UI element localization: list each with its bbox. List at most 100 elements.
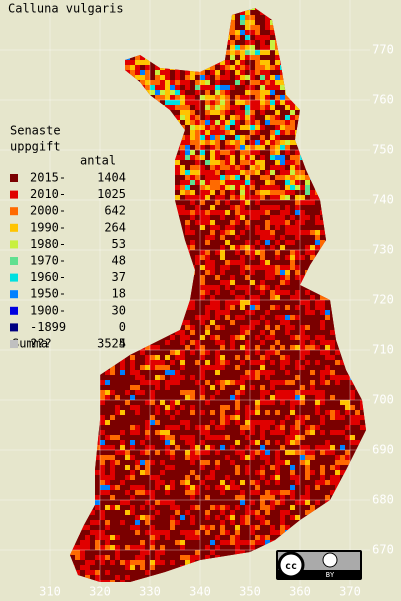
map-cell <box>225 145 230 150</box>
map-cell <box>155 40 160 45</box>
map-cell <box>280 20 285 25</box>
map-cell <box>95 395 100 400</box>
map-cell <box>365 305 366 310</box>
map-cell <box>265 75 270 80</box>
map-cell <box>290 340 295 345</box>
map-cell <box>310 15 315 20</box>
map-cell <box>275 25 280 30</box>
map-cell <box>280 260 285 265</box>
map-cell <box>280 90 285 95</box>
map-cell <box>80 55 85 60</box>
map-cell <box>160 305 165 310</box>
map-cell <box>150 155 155 160</box>
map-cell <box>145 65 150 70</box>
map-cell <box>215 130 220 135</box>
map-cell <box>280 105 285 110</box>
map-cell <box>290 70 295 75</box>
map-cell <box>90 340 95 345</box>
map-cell <box>365 15 366 20</box>
map-cell <box>170 65 175 70</box>
map-cell <box>240 235 245 240</box>
map-cell <box>215 405 220 410</box>
map-cell <box>320 120 325 125</box>
map-cell <box>295 355 300 360</box>
map-cell <box>320 145 325 150</box>
map-cell <box>250 385 255 390</box>
map-cell <box>155 385 160 390</box>
map-cell <box>310 95 315 100</box>
map-cell <box>225 180 230 185</box>
map-cell <box>290 105 295 110</box>
map-cell <box>250 310 255 315</box>
map-cell <box>305 205 310 210</box>
map-cell <box>340 290 345 295</box>
map-cell <box>305 185 310 190</box>
map-cell <box>350 35 355 40</box>
map-cell <box>205 70 210 75</box>
map-cell <box>280 80 285 85</box>
map-cell <box>80 380 85 385</box>
map-cell <box>235 30 240 35</box>
map-cell <box>125 20 130 25</box>
map-cell <box>145 185 150 190</box>
map-cell <box>130 400 135 405</box>
map-cell <box>315 280 320 285</box>
map-cell <box>150 300 155 305</box>
map-cell <box>340 50 345 55</box>
map-cell <box>320 310 325 315</box>
map-cell <box>355 225 360 230</box>
map-cell <box>365 185 366 190</box>
map-cell <box>150 320 155 325</box>
map-cell <box>355 160 360 165</box>
map-cell <box>205 130 210 135</box>
map-cell <box>245 345 250 350</box>
map-cell <box>365 260 366 265</box>
map-cell <box>235 90 240 95</box>
map-cell <box>130 300 135 305</box>
map-cell <box>250 350 255 355</box>
map-cell <box>365 245 366 250</box>
map-cell <box>270 290 275 295</box>
map-cell <box>75 225 80 230</box>
map-cell <box>65 55 70 60</box>
map-cell <box>290 295 295 300</box>
map-cell <box>110 370 115 375</box>
map-cell <box>265 385 270 390</box>
map-cell <box>65 130 70 135</box>
map-cell <box>245 405 250 410</box>
map-cell <box>220 65 225 70</box>
map-cell <box>80 265 85 270</box>
map-cell <box>275 400 280 405</box>
map-cell <box>275 310 280 315</box>
map-cell <box>225 115 230 120</box>
map-cell <box>215 170 220 175</box>
map-cell <box>325 110 330 115</box>
map-cell <box>225 335 230 340</box>
map-cell <box>220 385 225 390</box>
map-cell <box>170 205 175 210</box>
map-cell <box>150 25 155 30</box>
map-cell <box>85 380 90 385</box>
map-cell <box>335 195 340 200</box>
map-cell <box>220 345 225 350</box>
map-cell <box>200 100 205 105</box>
map-cell <box>225 85 230 90</box>
map-cell <box>105 320 110 325</box>
map-cell <box>250 260 255 265</box>
map-cell <box>290 305 295 310</box>
map-cell <box>215 395 220 400</box>
map-cell <box>360 345 365 350</box>
map-cell <box>310 85 315 90</box>
map-cell <box>65 350 70 355</box>
map-cell <box>105 325 110 330</box>
map-cell <box>180 350 185 355</box>
map-cell <box>85 390 90 395</box>
map-cell <box>110 390 115 395</box>
map-cell <box>280 290 285 295</box>
map-cell <box>75 400 80 405</box>
map-cell <box>125 115 130 120</box>
map-cell <box>120 110 125 115</box>
map-cell <box>175 125 180 130</box>
map-cell <box>345 220 350 225</box>
map-cell <box>180 315 185 320</box>
